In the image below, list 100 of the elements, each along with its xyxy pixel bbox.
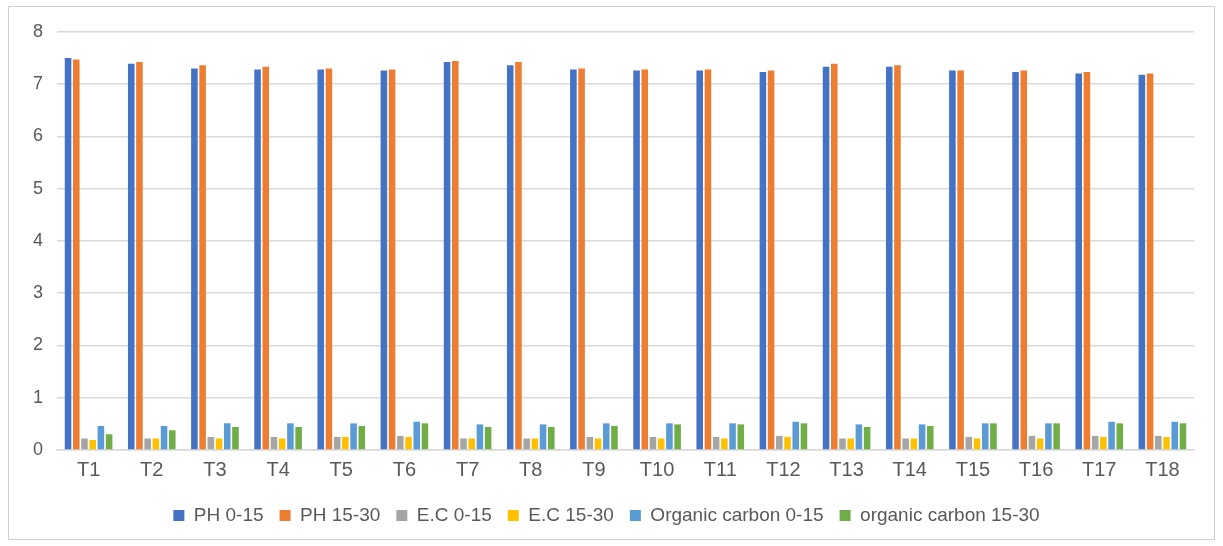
- bar: [767, 70, 775, 450]
- bar: [918, 424, 926, 450]
- bar: [633, 70, 640, 450]
- y-tick-label: 3: [33, 282, 44, 303]
- x-tick-label: T3: [203, 457, 227, 480]
- bar: [254, 69, 261, 450]
- bar: [160, 425, 168, 450]
- x-tick-label: T15: [955, 457, 991, 480]
- bar: [506, 65, 514, 450]
- bar: [611, 425, 618, 450]
- bar: [232, 427, 239, 450]
- bar: [105, 434, 113, 450]
- legend-label: PH 0-15: [193, 503, 264, 525]
- y-tick-label: 5: [33, 177, 44, 198]
- bar: [1075, 73, 1083, 450]
- bar: [127, 63, 135, 450]
- bar: [484, 427, 492, 450]
- y-tick-label: 2: [33, 334, 44, 355]
- bar: [1155, 435, 1162, 450]
- bar: [674, 424, 681, 450]
- bar: [570, 69, 577, 450]
- bar: [885, 66, 893, 450]
- bar: [380, 70, 388, 450]
- bar: [342, 436, 349, 450]
- x-tick-label: T14: [892, 457, 927, 480]
- x-tick-label: T13: [829, 457, 864, 480]
- bar: [397, 435, 404, 450]
- bar: [325, 68, 333, 450]
- bar: [97, 425, 105, 450]
- x-tick-label: T2: [140, 457, 164, 480]
- bar: [737, 424, 745, 450]
- bar: [443, 62, 451, 450]
- bar: [863, 427, 871, 450]
- bar: [421, 423, 429, 450]
- bar: [1020, 70, 1028, 450]
- x-tick-label: T1: [76, 457, 101, 480]
- bar: [641, 69, 649, 450]
- bar: [1012, 72, 1019, 450]
- bar: [1053, 423, 1060, 450]
- bar: [295, 427, 302, 450]
- x-tick-label: T16: [1018, 457, 1054, 480]
- bar: [990, 423, 997, 450]
- bar: [830, 63, 838, 450]
- bar: [721, 438, 728, 450]
- bar: [476, 424, 484, 450]
- bar: [64, 57, 72, 450]
- bar: [847, 438, 854, 450]
- bar: [515, 62, 522, 450]
- x-tick-label: T11: [703, 457, 737, 480]
- bar: [949, 70, 956, 450]
- bar: [800, 423, 808, 450]
- y-tick-label: 6: [33, 125, 44, 146]
- legend-label: E.C 0-15: [416, 503, 492, 525]
- x-tick-label: T10: [639, 457, 675, 480]
- bar: [759, 72, 767, 450]
- bar: [1108, 421, 1115, 450]
- bar: [839, 438, 846, 450]
- bar: [460, 438, 467, 450]
- bar: [1100, 436, 1107, 450]
- x-tick-label: T17: [1082, 457, 1117, 480]
- y-tick-label: 0: [33, 438, 44, 459]
- bar: [696, 70, 704, 450]
- x-tick-label: T5: [329, 457, 353, 480]
- bar: [262, 66, 270, 450]
- bar: [136, 62, 143, 450]
- bar: [523, 438, 530, 450]
- bar: [1179, 423, 1187, 450]
- x-tick-label: T18: [1145, 457, 1180, 480]
- legend-label: PH 15-30: [300, 503, 381, 525]
- bar: [144, 438, 151, 450]
- x-tick-label: T12: [766, 457, 801, 480]
- bar: [1163, 436, 1170, 450]
- bar: [317, 69, 325, 450]
- bar: [1116, 423, 1124, 450]
- bar: [602, 423, 610, 450]
- bar: [666, 423, 673, 450]
- bar: [548, 427, 555, 450]
- x-tick-label: T7: [455, 457, 480, 480]
- bar: [199, 65, 206, 450]
- bar: [413, 421, 421, 450]
- bar: [981, 423, 989, 450]
- y-tick-label: 4: [33, 229, 44, 250]
- bar: [578, 68, 585, 450]
- y-tick-label: 8: [33, 20, 44, 41]
- bar: [855, 424, 863, 450]
- bar: [792, 421, 800, 450]
- x-tick-label: T6: [392, 457, 417, 480]
- bar: [358, 425, 366, 450]
- bar: [169, 430, 176, 450]
- x-tick-label: T9: [582, 457, 606, 480]
- bar: [405, 436, 412, 450]
- bar: [729, 423, 736, 450]
- bar: [1083, 72, 1091, 450]
- bar: [89, 440, 96, 450]
- bar: [902, 438, 909, 450]
- bar: [784, 436, 791, 450]
- y-tick-label: 1: [33, 386, 44, 407]
- bar: [350, 423, 357, 450]
- x-tick-label: T8: [519, 457, 543, 480]
- bar: [388, 69, 396, 450]
